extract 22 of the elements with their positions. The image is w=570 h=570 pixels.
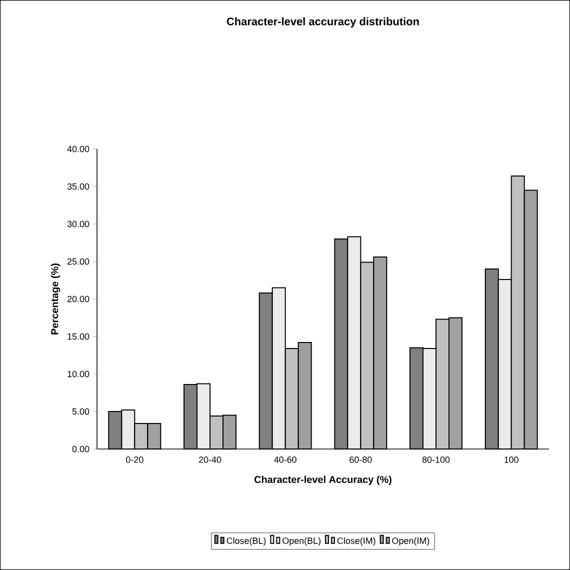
y-tick-label: 30.00 bbox=[67, 220, 90, 228]
x-tick-label: 100 bbox=[504, 456, 518, 463]
legend-label: Open(IM) bbox=[392, 537, 430, 546]
y-tick-label: 35.00 bbox=[67, 183, 90, 190]
x-tick-label: 60-80 bbox=[350, 456, 372, 463]
x-axis-title: Character-level Accuracy (%) bbox=[254, 476, 392, 485]
y-tick-label: 20.00 bbox=[67, 296, 90, 302]
y-tick-label: 5.00 bbox=[72, 408, 90, 415]
y-tick-label: 40.00 bbox=[67, 146, 90, 152]
legend-label: Open(BL) bbox=[282, 537, 320, 546]
chart-title: Character-level accuracy distribution bbox=[226, 17, 419, 28]
legend-label: Close(IM) bbox=[337, 537, 376, 546]
y-axis-title: Percentage (%) bbox=[50, 264, 60, 334]
y-tick-label: 15.00 bbox=[68, 333, 90, 340]
y-tick-label: 25.00 bbox=[67, 258, 90, 265]
legend-label: Close(BL) bbox=[226, 537, 266, 546]
x-tick-label: 40-60 bbox=[274, 456, 296, 463]
y-tick-label: 0.00 bbox=[72, 446, 90, 452]
x-tick-label: 20-40 bbox=[198, 456, 222, 463]
x-tick-label: 0-20 bbox=[126, 456, 144, 463]
y-tick-label: 10.00 bbox=[68, 370, 90, 378]
x-tick-label: 80-100 bbox=[422, 456, 450, 463]
